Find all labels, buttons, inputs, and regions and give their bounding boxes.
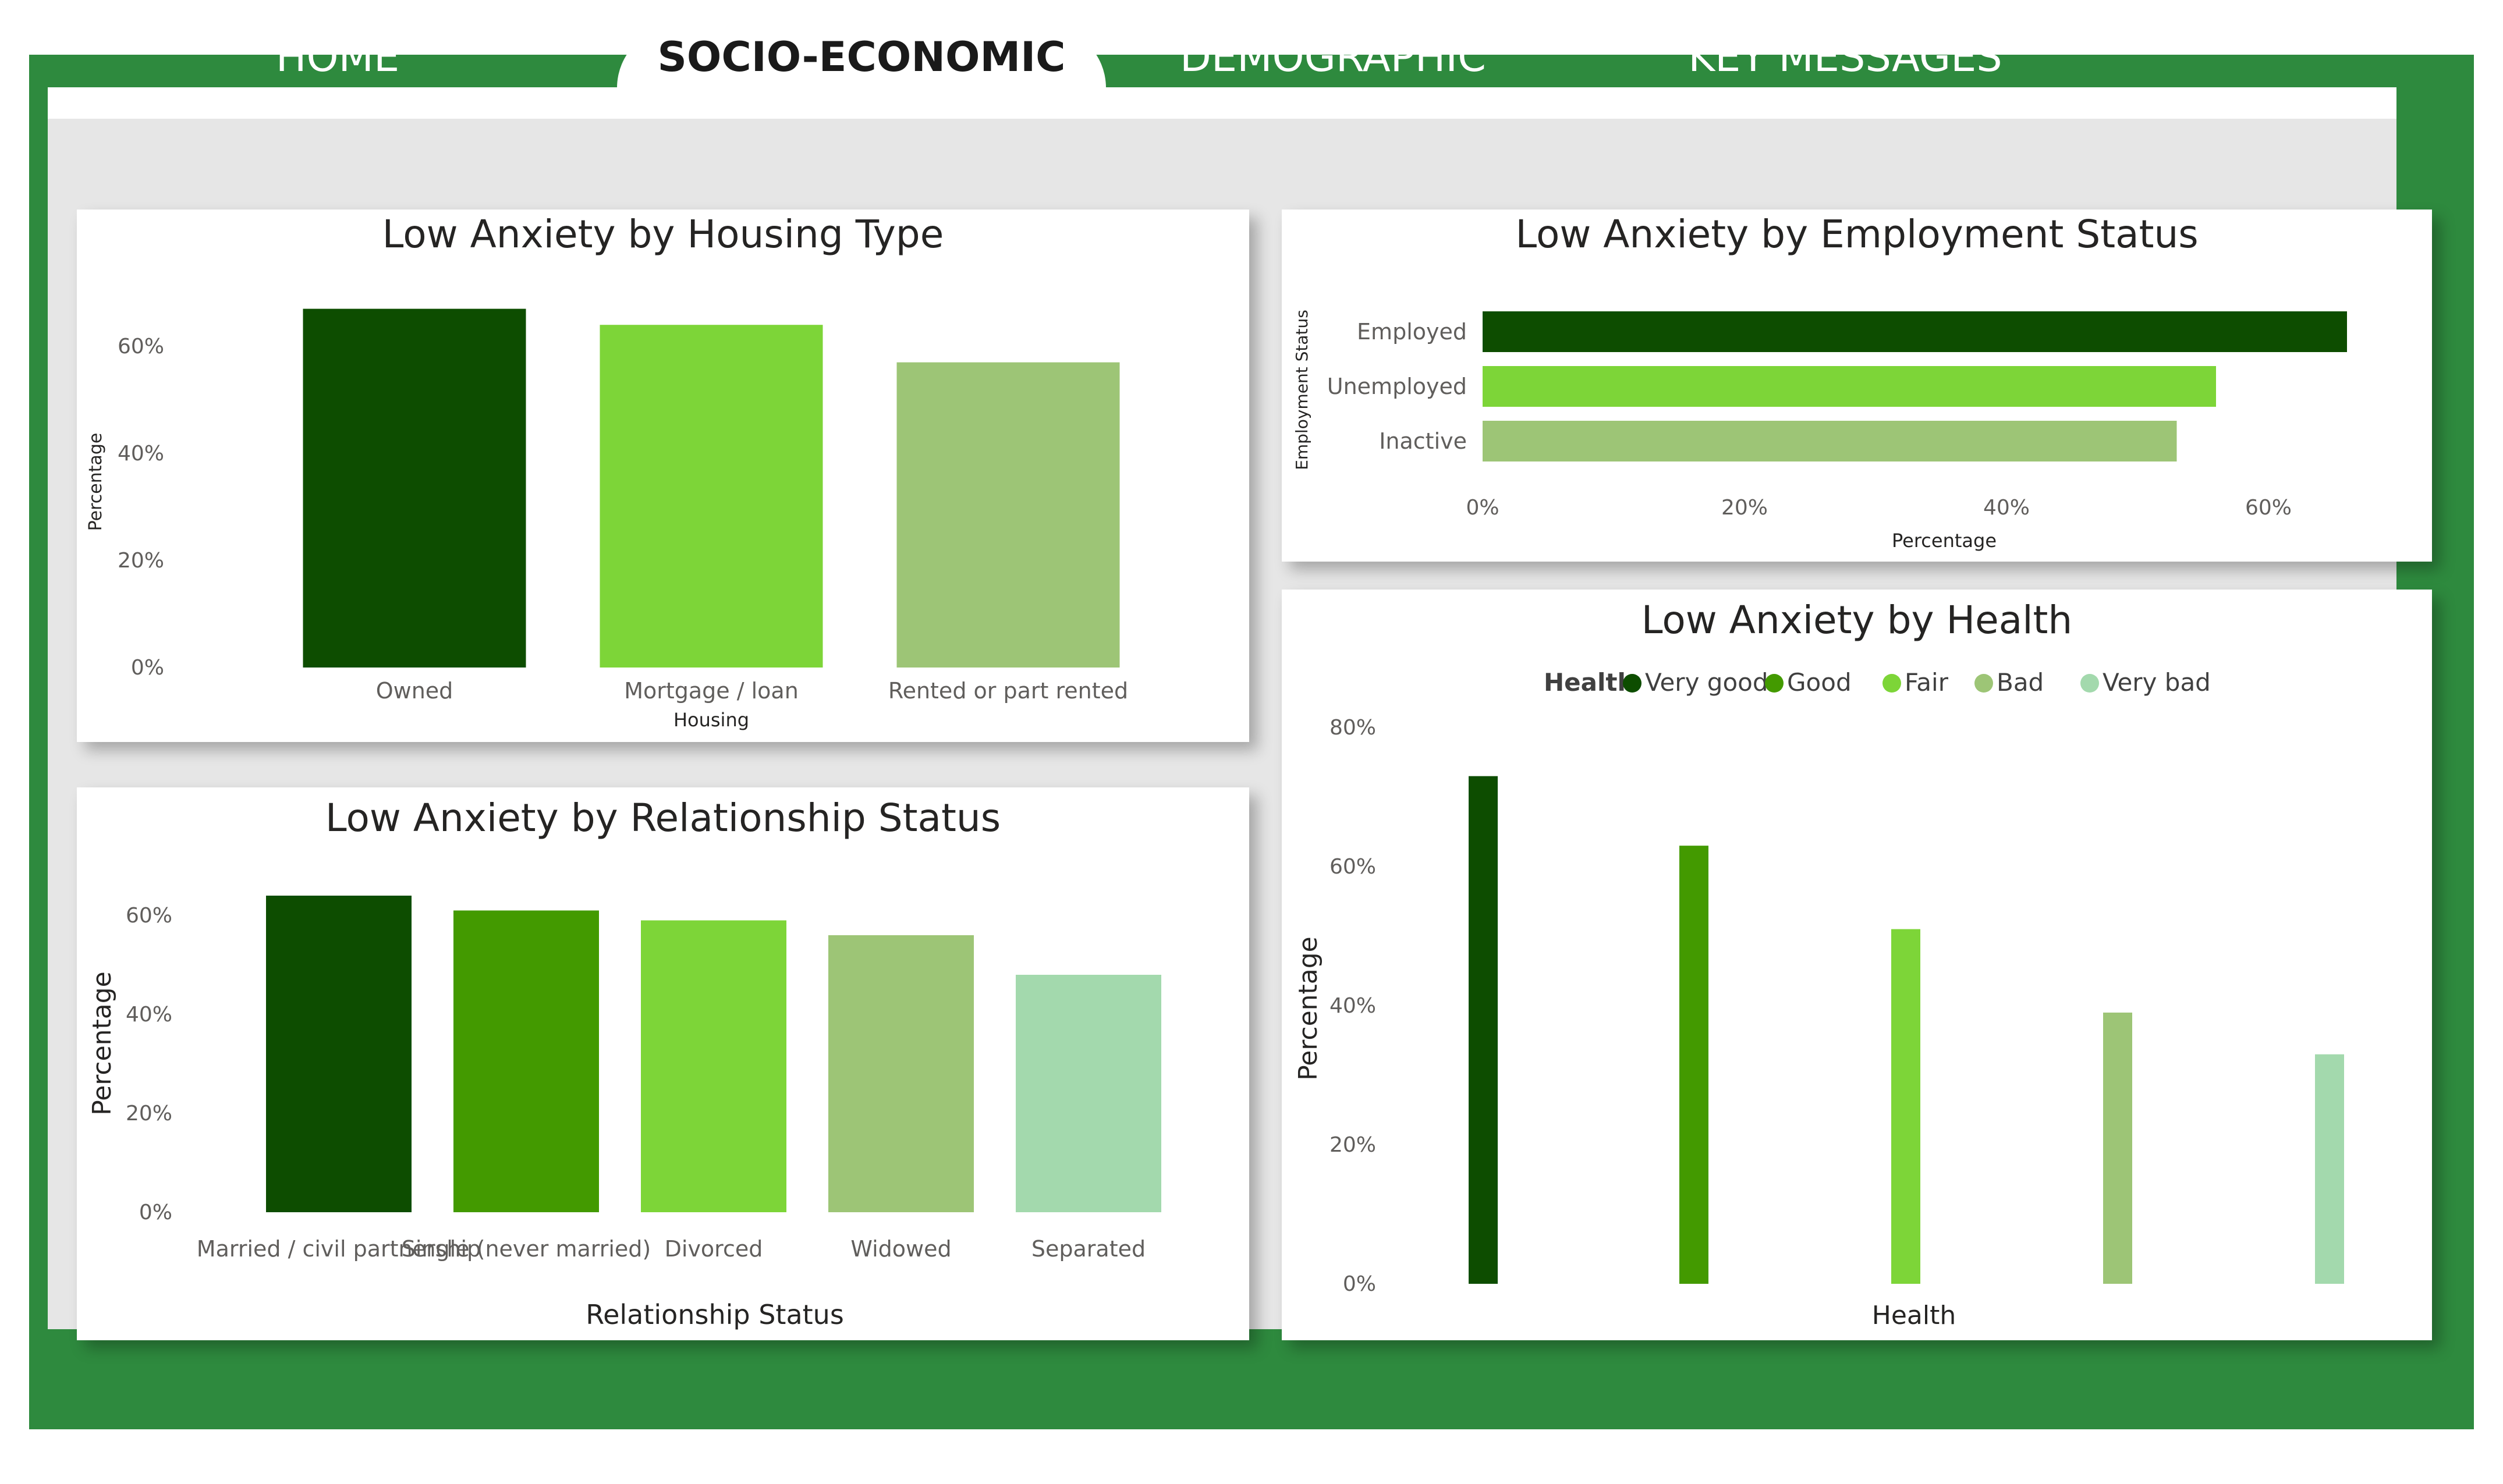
bar-very-good <box>1469 776 1498 1284</box>
legend-item: Very bad <box>2103 668 2211 697</box>
legend-item: Fair <box>1905 668 1949 697</box>
x-tick-label: Single (never married) <box>402 1236 651 1262</box>
y-tick-label: 20% <box>126 1102 172 1126</box>
x-tick-label: 40% <box>1983 496 2030 520</box>
y-tick-label: 80% <box>1330 716 1376 740</box>
bar-single-never-married- <box>453 910 599 1212</box>
x-tick-label: Divorced <box>665 1236 763 1262</box>
y-tick-label: 60% <box>118 335 164 358</box>
y-tick-label: Unemployed <box>1327 374 1467 399</box>
y-tick-label: 40% <box>1330 994 1376 1018</box>
x-tick-label: 20% <box>1721 496 1768 520</box>
legend-swatch <box>1765 674 1784 693</box>
y-tick-label: 0% <box>131 656 164 680</box>
tab-socio-economic[interactable]: SOCIO-ECONOMIC <box>617 26 1106 88</box>
x-tick-label: Rented or part rented <box>888 678 1128 704</box>
x-tick-label: Owned <box>376 678 453 704</box>
y-tick-label: 40% <box>126 1003 172 1027</box>
bar-very-bad <box>2315 1054 2344 1284</box>
employment-bar-chart: Low Anxiety by Employment Status Percent… <box>1292 212 2347 552</box>
bar-bad <box>2103 1012 2132 1284</box>
legend-swatch <box>1882 674 1901 693</box>
housing-bar-chart: Low Anxiety by Housing Type Housing Perc… <box>86 212 1128 731</box>
legend-item: Good <box>1787 668 1852 697</box>
tab-key-messages[interactable]: KEY MESSAGES <box>1688 33 2002 81</box>
bar-widowed <box>828 935 974 1212</box>
chart-title: Low Anxiety by Relationship Status <box>325 796 1001 840</box>
x-tick-label: Married / civil partnership <box>197 1236 481 1262</box>
bar-married-civil-partnership <box>266 896 412 1212</box>
y-axis-title: Percentage <box>1293 936 1323 1081</box>
y-axis-title: Employment Status <box>1292 310 1311 470</box>
legend-item: Very good <box>1645 668 1768 697</box>
y-axis-title: Percentage <box>86 433 106 531</box>
tab-home[interactable]: HOME <box>275 33 400 81</box>
chart-title: Low Anxiety by Employment Status <box>1515 212 2198 257</box>
x-tick-label: Separated <box>1031 1236 1146 1262</box>
legend-swatch <box>1974 674 1993 693</box>
bar-inactive <box>1483 421 2177 461</box>
health-legend: Health Very good Good Fair Bad Very bad <box>1544 668 2211 697</box>
health-bar-chart: Low Anxiety by Health Health Percentage … <box>1293 598 2344 1330</box>
x-axis-title: Percentage <box>1892 530 1997 552</box>
health-chart-panel: Low Anxiety by Health Health Percentage … <box>1282 590 2432 1340</box>
y-tick-label: 20% <box>118 549 164 573</box>
bar-separated <box>1016 975 1161 1212</box>
y-tick-label: 60% <box>1330 855 1376 879</box>
y-tick-label: Inactive <box>1379 428 1467 454</box>
x-axis-title: Relationship Status <box>586 1299 844 1330</box>
bar-fair <box>1891 929 1920 1284</box>
y-tick-label: 20% <box>1330 1133 1376 1157</box>
nav-underline-strip <box>48 87 2396 119</box>
relationship-chart-panel: Low Anxiety by Relationship Status Relat… <box>77 787 1249 1340</box>
bar-rented-or-part-rented <box>896 362 1120 668</box>
bar-good <box>1679 846 1708 1284</box>
bar-unemployed <box>1483 366 2216 407</box>
legend-swatch <box>1623 674 1642 693</box>
x-axis-title: Health <box>1872 1301 1956 1330</box>
y-tick-label: 0% <box>139 1201 172 1224</box>
y-tick-label: 0% <box>1343 1272 1376 1296</box>
employment-chart-panel: Low Anxiety by Employment Status Percent… <box>1282 210 2432 562</box>
bar-divorced <box>641 920 786 1212</box>
y-tick-label: 60% <box>126 904 172 928</box>
y-tick-label: Employed <box>1357 319 1467 345</box>
x-tick-label: Mortgage / loan <box>624 678 799 704</box>
x-tick-label: 0% <box>1466 496 1499 520</box>
legend-swatch <box>2080 674 2099 693</box>
y-tick-label: 40% <box>118 442 164 466</box>
tab-demographic[interactable]: DEMOGRAPHIC <box>1180 33 1486 81</box>
housing-chart-panel: Low Anxiety by Housing Type Housing Perc… <box>77 210 1249 742</box>
legend-title: Health <box>1544 668 1635 697</box>
legend-item: Bad <box>1997 668 2044 697</box>
bar-owned <box>303 308 526 668</box>
x-axis-title: Housing <box>673 709 749 731</box>
x-tick-label: Widowed <box>850 1236 951 1262</box>
chart-title: Low Anxiety by Housing Type <box>382 212 944 257</box>
relationship-bar-chart: Low Anxiety by Relationship Status Relat… <box>87 796 1161 1330</box>
bar-mortgage-loan <box>600 325 823 668</box>
x-tick-label: 60% <box>2245 496 2292 520</box>
bar-employed <box>1483 311 2347 352</box>
chart-title: Low Anxiety by Health <box>1642 598 2073 642</box>
y-axis-title: Percentage <box>87 971 117 1116</box>
